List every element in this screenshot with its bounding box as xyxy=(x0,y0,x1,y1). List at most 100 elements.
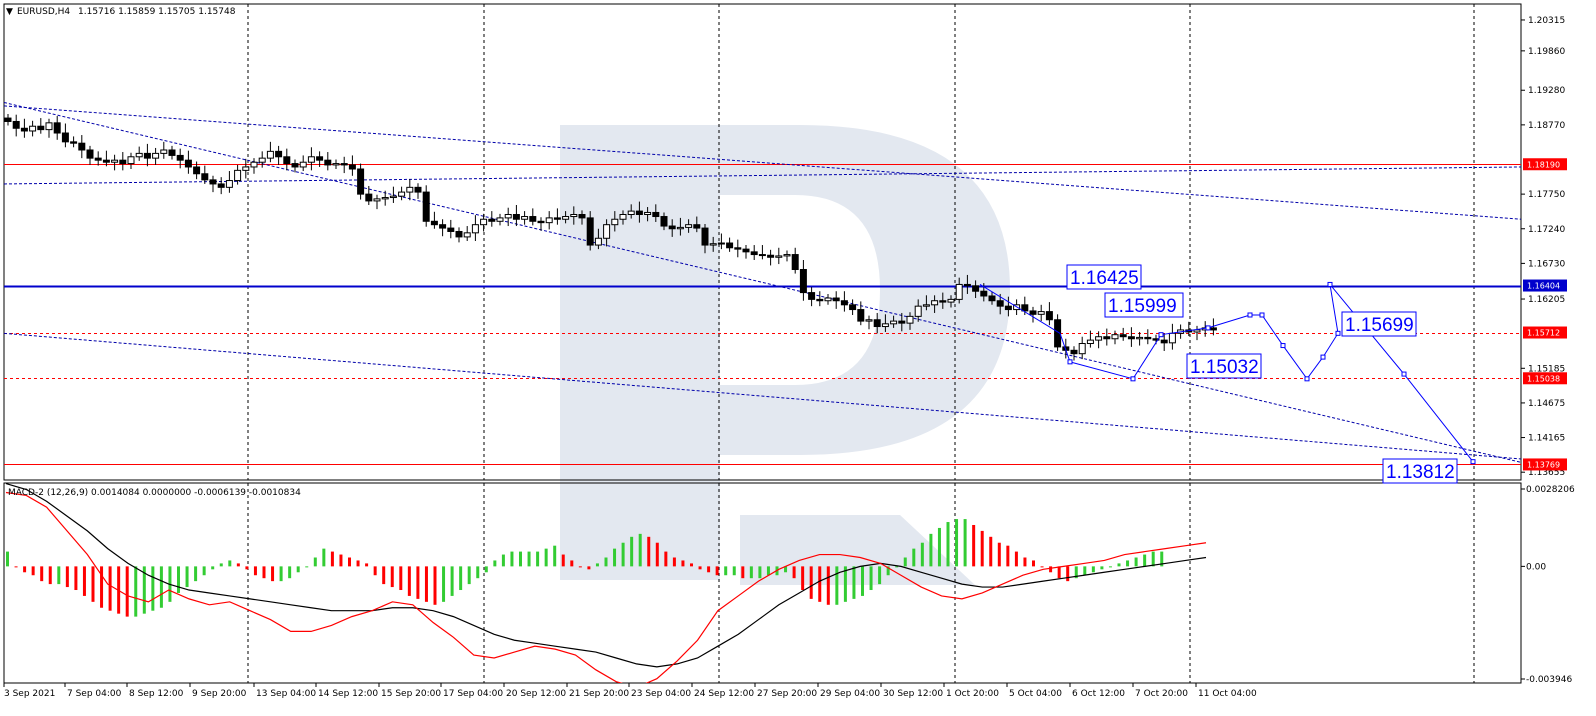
forecast-node xyxy=(1259,312,1265,318)
time-tick-label: 17 Sep 04:00 xyxy=(443,689,503,699)
macd-bar xyxy=(724,566,728,576)
macd-bar xyxy=(946,522,950,567)
macd-bar xyxy=(920,542,924,567)
macd-tick-label: 0.00 xyxy=(1526,562,1546,572)
candle xyxy=(1160,333,1168,351)
macd-bar xyxy=(613,548,617,567)
candle xyxy=(742,245,750,259)
price-tag-label: 1.13769 xyxy=(1527,460,1560,469)
candle xyxy=(61,123,69,148)
candle xyxy=(389,186,397,203)
candle xyxy=(4,114,12,126)
macd-bar xyxy=(519,551,522,567)
forecast-node xyxy=(1205,325,1211,331)
main-pane[interactable] xyxy=(3,3,1522,481)
candle xyxy=(430,211,438,229)
candle xyxy=(865,315,873,330)
price-tick-label: 1.15185 xyxy=(1528,364,1565,374)
candle xyxy=(767,249,775,266)
macd-bar xyxy=(843,566,847,602)
candle xyxy=(578,210,586,225)
macd-title: MACD-2 (12,26,9) 0.0014084 0.0000000 -0.… xyxy=(8,488,301,498)
svg-text:1.16425: 1.16425 xyxy=(1070,268,1139,289)
macd-bar xyxy=(1066,566,1070,582)
time-tick-label: 14 Sep 12:00 xyxy=(318,689,378,699)
macd-bar xyxy=(142,566,146,614)
price-tag xyxy=(1523,458,1567,471)
candles xyxy=(4,114,1217,361)
price-tag xyxy=(1523,158,1567,171)
candle xyxy=(857,301,865,326)
macd-bar xyxy=(177,566,180,593)
candle xyxy=(365,185,373,205)
macd-bar xyxy=(903,557,907,567)
candle xyxy=(1136,331,1144,346)
macd-bar xyxy=(484,566,488,573)
macd-bar xyxy=(48,566,52,585)
time-tick-label: 1 Oct 20:00 xyxy=(946,689,999,699)
macd-bar xyxy=(305,566,309,568)
candle xyxy=(701,224,709,254)
candle xyxy=(1119,327,1127,341)
candle xyxy=(201,165,209,184)
candle xyxy=(439,219,447,237)
macd-bar xyxy=(792,566,796,579)
macd-bar xyxy=(647,536,651,567)
candle xyxy=(152,147,160,165)
macd-bar xyxy=(1014,551,1018,567)
macd-bar xyxy=(476,566,480,579)
time-tick-label: 9 Sep 20:00 xyxy=(192,689,247,699)
macd-bar xyxy=(758,566,762,579)
macd-bar xyxy=(501,554,505,567)
candle xyxy=(644,207,652,222)
time-tick-label: 27 Sep 20:00 xyxy=(757,689,817,699)
price-tag xyxy=(1523,372,1567,385)
candle xyxy=(594,228,602,250)
candle xyxy=(890,315,898,328)
macd-pane[interactable] xyxy=(3,482,1522,684)
symbol-title: EURUSD,H4 xyxy=(17,7,70,17)
candle xyxy=(1111,330,1119,345)
price-tag-label: 1.15712 xyxy=(1527,329,1560,338)
macd-bar xyxy=(288,566,292,579)
macd-bar xyxy=(1126,560,1130,567)
macd-bar xyxy=(279,566,283,582)
macd-bar xyxy=(929,533,933,567)
macd-bar xyxy=(595,563,599,567)
macd-bar xyxy=(980,530,984,567)
time-tick-label: 21 Sep 20:00 xyxy=(569,689,629,699)
macd-bar xyxy=(253,566,257,576)
time-tick-label: 15 Sep 20:00 xyxy=(381,689,441,699)
watermark-logo xyxy=(560,125,1010,585)
candle xyxy=(414,183,422,199)
candle xyxy=(20,118,28,138)
forecast-label-1: 1.16425 xyxy=(1066,264,1142,290)
time-tick-label: 11 Oct 04:00 xyxy=(1198,689,1257,699)
macd-bar xyxy=(510,551,514,567)
macd-bar xyxy=(963,519,967,567)
macd-bar xyxy=(664,551,668,567)
macd-bar xyxy=(809,566,813,599)
macd-bar xyxy=(955,519,959,567)
time-tick-label: 5 Oct 04:00 xyxy=(1009,689,1062,699)
macd-bar xyxy=(399,566,403,591)
macd-bar xyxy=(31,566,35,576)
candle xyxy=(70,136,78,148)
macd-bar xyxy=(801,566,805,591)
macd-bar xyxy=(989,536,993,567)
candle xyxy=(1029,306,1037,323)
macd-bar xyxy=(74,566,78,591)
candle xyxy=(652,204,660,222)
forecast-node xyxy=(1327,281,1333,287)
candle xyxy=(135,146,143,161)
candle xyxy=(1054,314,1062,351)
candle xyxy=(160,141,168,159)
candle xyxy=(471,215,479,241)
symbol-arrow-icon: ▼ xyxy=(6,7,13,17)
macd-bar xyxy=(159,566,163,608)
candle xyxy=(783,250,791,262)
price-tag-label: 1.18190 xyxy=(1527,160,1560,169)
candle xyxy=(143,143,151,167)
forecast-label-5: 1.13812 xyxy=(1382,458,1458,484)
